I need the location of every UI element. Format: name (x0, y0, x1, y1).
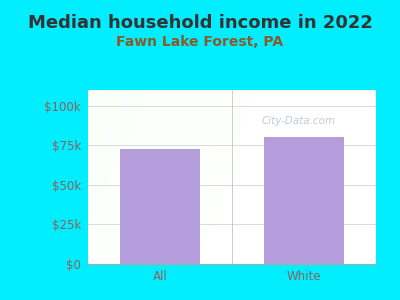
Bar (264, 137, 344, 264)
Text: City-Data.com: City-Data.com (261, 116, 335, 126)
Text: Median household income in 2022: Median household income in 2022 (28, 14, 372, 32)
Text: Fawn Lake Forest, PA: Fawn Lake Forest, PA (116, 34, 284, 49)
Bar (120, 148, 200, 264)
